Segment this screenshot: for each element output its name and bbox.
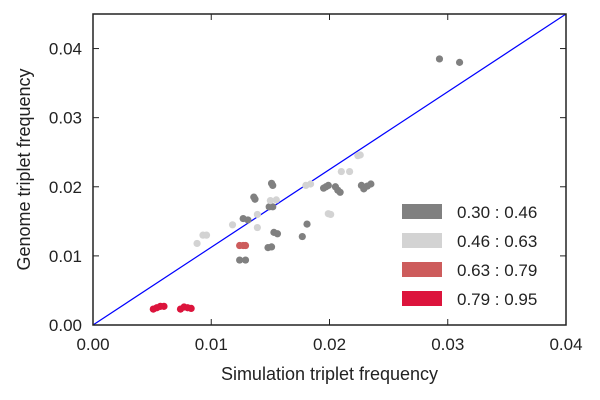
legend-swatch <box>402 262 442 277</box>
legend-swatch <box>402 204 442 219</box>
data-point <box>160 302 168 310</box>
legend-swatch <box>402 233 442 248</box>
points-layer <box>149 55 464 313</box>
x-tick-label: 0.00 <box>76 335 109 354</box>
y-tick-label: 0.00 <box>49 316 82 335</box>
data-point <box>346 167 354 176</box>
data-point <box>267 243 276 251</box>
data-point <box>272 196 280 204</box>
data-point <box>336 188 344 196</box>
data-point <box>193 239 201 248</box>
x-tick-label: 0.03 <box>431 335 464 354</box>
legend-entry-label: 0.46 : 0.63 <box>457 232 537 251</box>
x-axis-label: Simulation triplet frequency <box>221 364 438 384</box>
legend-entry-label: 0.79 : 0.95 <box>457 290 537 309</box>
data-point <box>253 210 261 219</box>
data-point <box>269 203 277 211</box>
legend: 0.30 : 0.46 0.46 : 0.63 0.63 : 0.79 0.79 : … <box>402 203 537 309</box>
y-tick-label: 0.02 <box>49 178 82 197</box>
data-point <box>303 220 311 228</box>
x-tick-label: 0.02 <box>313 335 346 354</box>
data-point <box>253 223 261 232</box>
legend-entry-label: 0.30 : 0.46 <box>457 203 537 222</box>
data-point <box>337 167 345 176</box>
data-point <box>236 256 244 264</box>
reference-line <box>92 13 567 326</box>
y-axis-label: Genome triplet frequency <box>14 68 34 270</box>
reference-line-layer <box>92 13 567 326</box>
data-point <box>251 195 259 203</box>
data-point <box>367 180 375 188</box>
data-point <box>298 232 306 241</box>
y-tick-label: 0.03 <box>49 109 82 128</box>
data-point <box>306 180 315 188</box>
data-point <box>324 181 332 189</box>
data-point <box>241 256 250 264</box>
data-point <box>266 197 274 205</box>
y-tick-label: 0.04 <box>49 40 82 59</box>
data-point <box>244 216 252 224</box>
x-tick-label: 0.04 <box>549 335 582 354</box>
ticks-layer: 0.00 0.01 0.02 0.03 0.04 0.00 0.01 0.02 0.03 0.04 <box>49 14 583 354</box>
data-point <box>269 181 277 189</box>
x-tick-label: 0.01 <box>195 335 228 354</box>
data-point <box>435 55 444 63</box>
data-point <box>327 210 335 219</box>
data-point <box>228 221 237 229</box>
data-point <box>455 58 464 66</box>
data-point <box>241 241 250 250</box>
legend-swatch <box>402 291 442 306</box>
y-tick-label: 0.01 <box>49 247 82 266</box>
data-point <box>187 304 195 313</box>
data-point <box>273 230 282 238</box>
data-point <box>202 231 211 239</box>
legend-entry-label: 0.63 : 0.79 <box>457 261 537 280</box>
data-point <box>356 151 364 159</box>
